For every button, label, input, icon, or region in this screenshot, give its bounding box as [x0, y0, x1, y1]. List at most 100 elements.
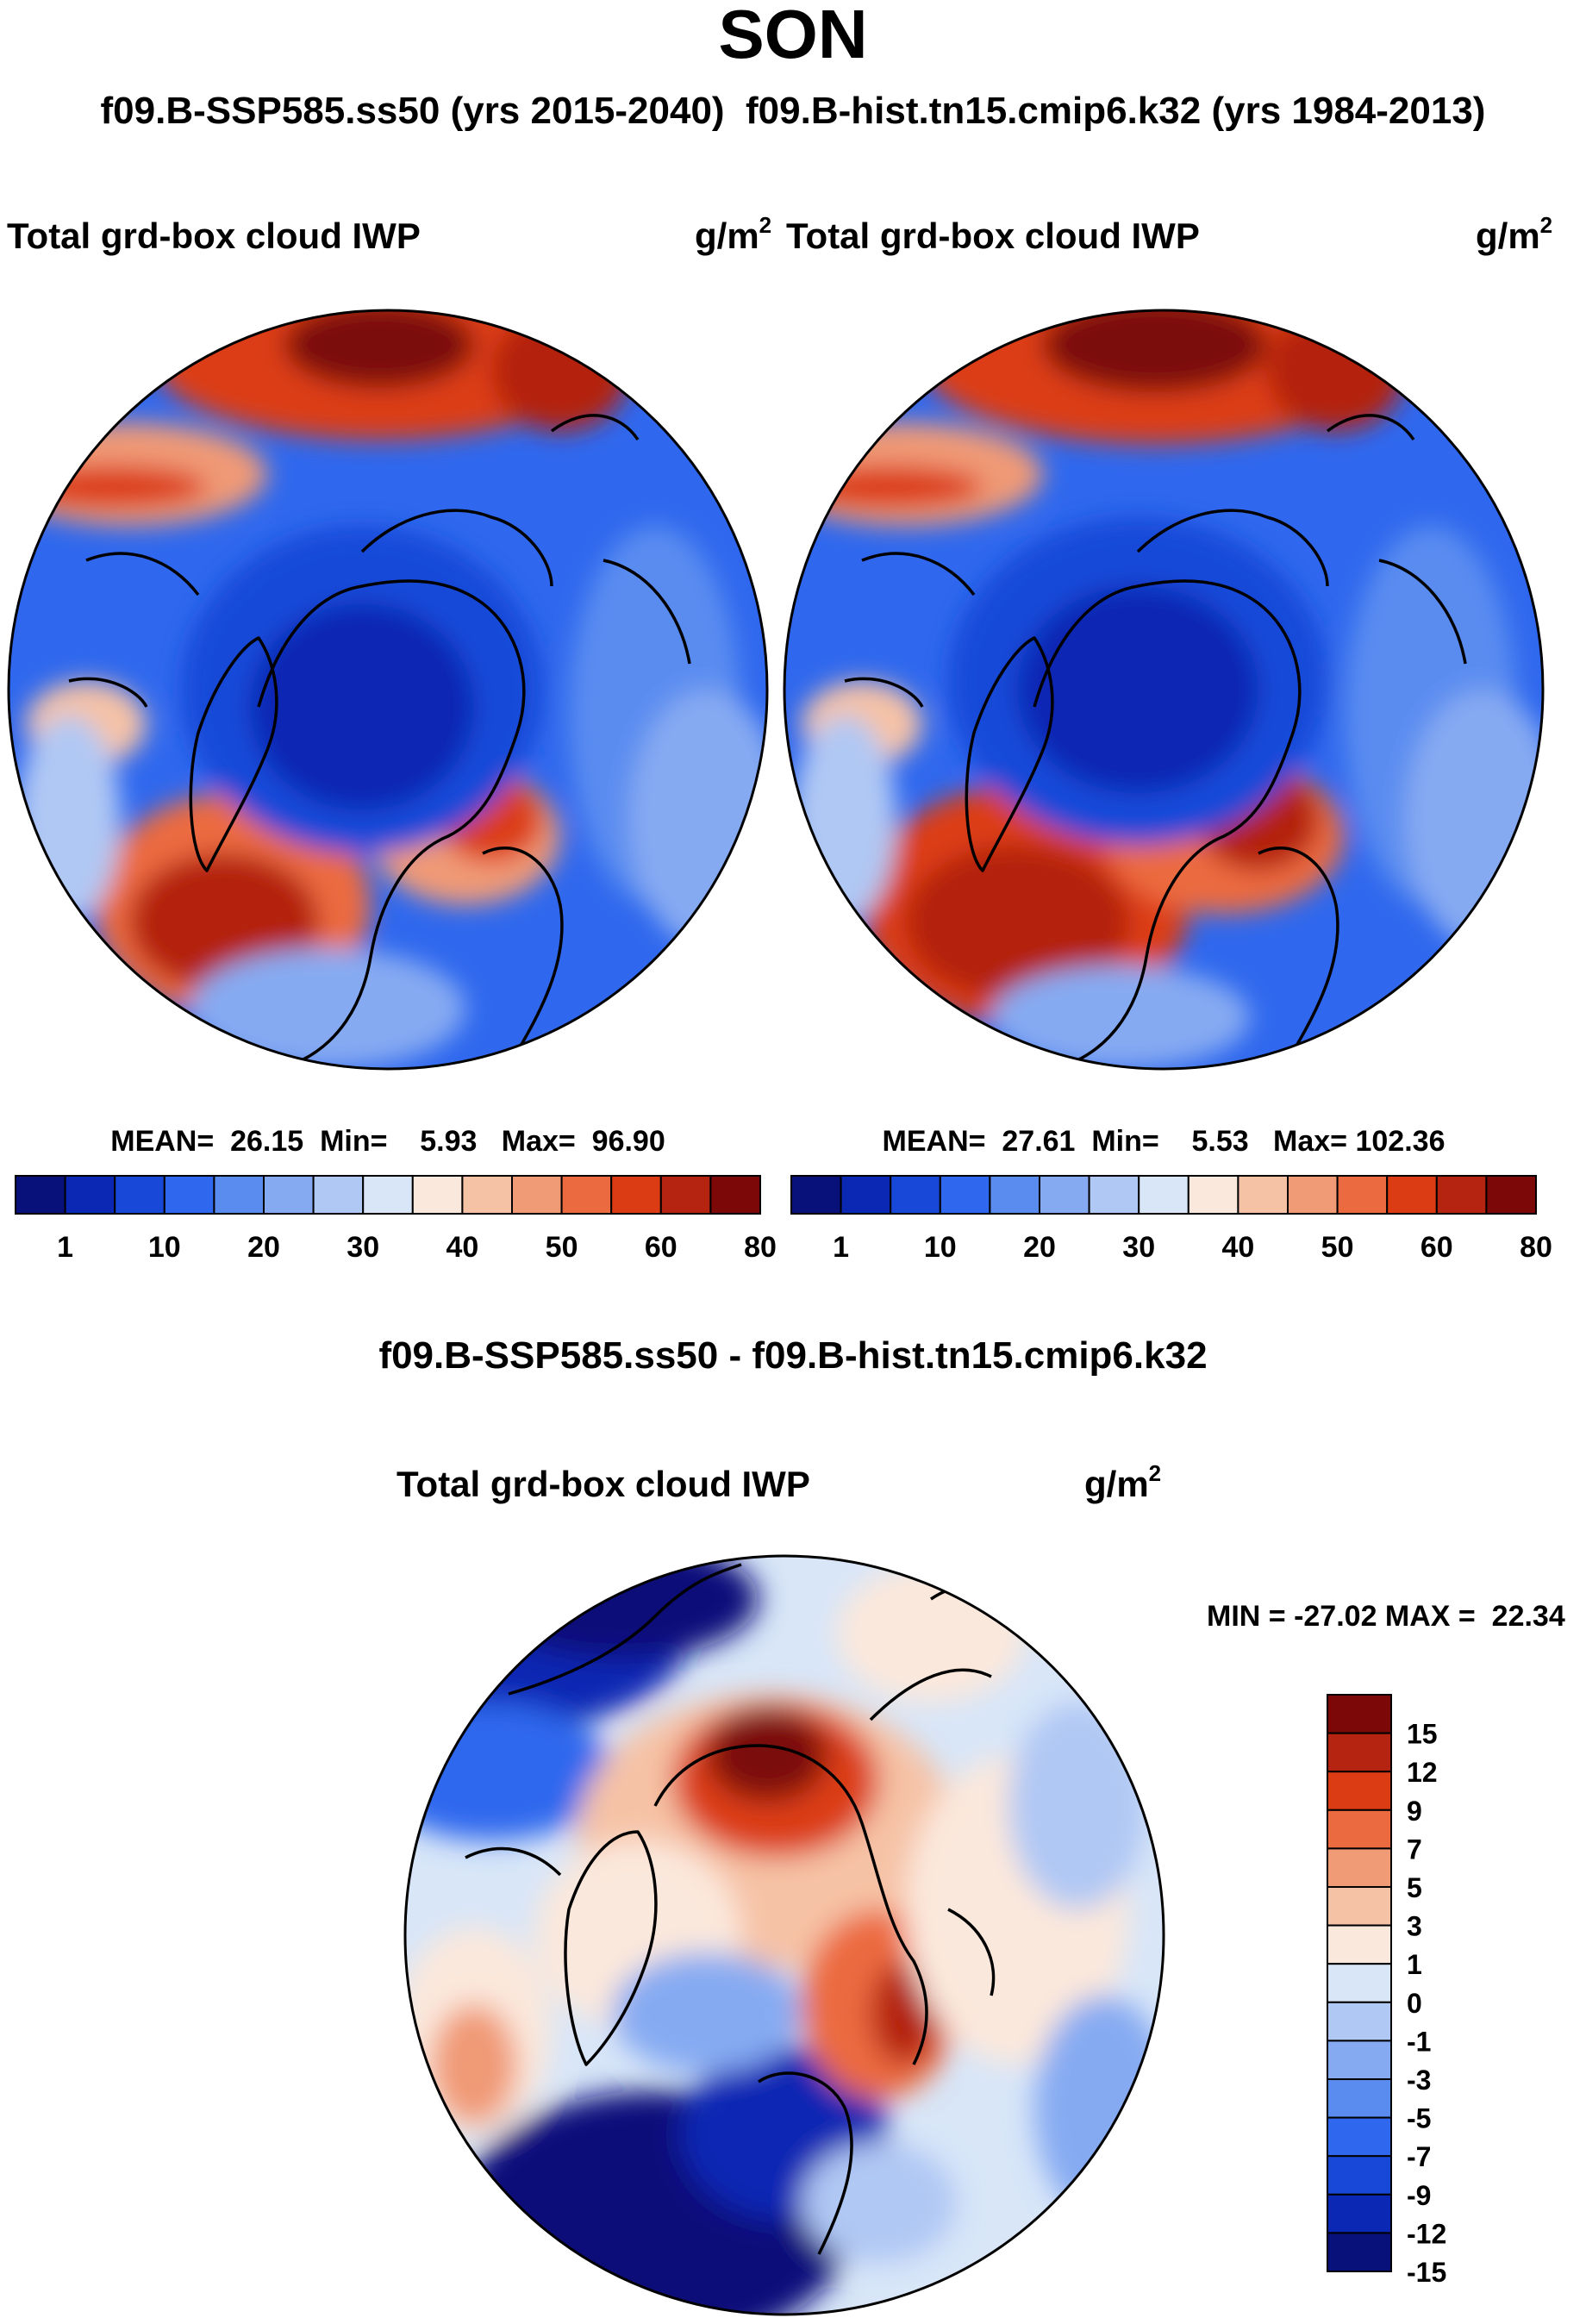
- diff-colorbar-tick-label: -9: [1407, 2180, 1431, 2211]
- right-colorbar-tick-label: 40: [1221, 1231, 1254, 1264]
- right-colorbar-swatches: [790, 1175, 1538, 1215]
- right-colorbar-swatch: [1336, 1175, 1389, 1215]
- left-colorbar-swatch: [461, 1175, 514, 1215]
- right-colorbar-swatch: [890, 1175, 941, 1215]
- diff-stats: MIN = -27.02 MAX = 22.34: [1207, 1600, 1565, 1633]
- left-colorbar-swatch: [163, 1175, 215, 1215]
- diff-colorbar-swatch: [1327, 2116, 1392, 2158]
- right-colorbar-swatch: [790, 1175, 842, 1215]
- diff-colorbar-tick-label: -1: [1407, 2026, 1431, 2057]
- diff-colorbar-swatch: [1327, 2040, 1392, 2080]
- diff-colorbar-swatch: [1327, 1963, 1392, 2003]
- diff-colorbar-swatch: [1327, 2001, 1392, 2042]
- left-colorbar-tick-label: 50: [546, 1231, 578, 1264]
- diff-colorbar-tick-label: 12: [1407, 1757, 1438, 1788]
- right-colorbar-tick-label: 30: [1122, 1231, 1155, 1264]
- right-colorbar-swatch: [840, 1175, 892, 1215]
- right-colorbar-swatch: [1287, 1175, 1339, 1215]
- diff-colorbar-tick-label: 7: [1407, 1834, 1422, 1865]
- right-stats: MEAN= 27.61 Min= 5.53 Max= 102.36: [882, 1125, 1446, 1158]
- diff-colorbar-tick-label: 9: [1407, 1796, 1422, 1827]
- left-colorbar-swatch: [411, 1175, 464, 1215]
- diff-colorbar-swatches: [1327, 1694, 1392, 2273]
- left-colorbar-tick-label: 1: [57, 1231, 73, 1264]
- right-variable-label: Total grd-box cloud IWP: [786, 216, 1200, 256]
- left-colorbar-swatch: [64, 1175, 116, 1215]
- right-units-label: g/m2: [1476, 212, 1553, 256]
- left-colorbar-tick-label: 60: [645, 1231, 677, 1264]
- right-colorbar-swatch: [1039, 1175, 1090, 1215]
- diff-colorbar-swatch: [1327, 1809, 1392, 1850]
- diff-polar-map: [403, 1554, 1165, 2316]
- diff-colorbar-swatch: [1327, 1694, 1392, 1734]
- left-colorbar-swatch: [312, 1175, 365, 1215]
- left-colorbar-swatch: [560, 1175, 613, 1215]
- diff-colorbar-tick-label: -15: [1407, 2257, 1446, 2288]
- diff-units-label: g/m2: [1084, 1460, 1162, 1504]
- right-colorbar-swatch: [1237, 1175, 1289, 1215]
- left-colorbar-swatch: [709, 1175, 762, 1215]
- diff-title: f09.B-SSP585.ss50 - f09.B-hist.tn15.cmip…: [378, 1334, 1208, 1377]
- diff-colorbar-swatch: [1327, 1886, 1392, 1927]
- diff-colorbar-tick-label: -3: [1407, 2065, 1431, 2096]
- right-colorbar-tick-label: 1: [833, 1231, 849, 1264]
- diff-colorbar-swatch: [1327, 1771, 1392, 1811]
- left-polar-map: [7, 309, 769, 1071]
- right-colorbar: 1 10 20 30 40 50 60 80: [790, 1175, 1552, 1264]
- left-colorbar-ticks: 1 10 20 30 40 50 60 80: [57, 1231, 776, 1264]
- left-colorbar-swatches: [15, 1175, 762, 1215]
- diff-colorbar: 15 12 9 7 5 3 1 0 -1 -3 -5 -7 -9 -12 -15: [1327, 1694, 1446, 2288]
- left-colorbar-swatch: [263, 1175, 315, 1215]
- right-colorbar-swatch: [989, 1175, 1040, 1215]
- diff-colorbar-swatch: [1327, 2155, 1392, 2196]
- right-colorbar-swatch: [1187, 1175, 1239, 1215]
- diff-colorbar-swatch: [1327, 2232, 1392, 2273]
- right-colorbar-tick-label: 20: [1023, 1231, 1056, 1264]
- diff-colorbar-tick-label: 0: [1407, 1988, 1422, 2019]
- right-colorbar-swatch: [1088, 1175, 1140, 1215]
- right-colorbar-tick-label: 10: [924, 1231, 957, 1264]
- left-stats: MEAN= 26.15 Min= 5.93 Max= 96.90: [110, 1125, 665, 1158]
- left-colorbar-tick-label: 20: [247, 1231, 280, 1264]
- diff-colorbar-tick-label: 1: [1407, 1949, 1422, 1980]
- diff-colorbar-tick-label: -5: [1407, 2103, 1431, 2134]
- figure-title: SON: [718, 0, 868, 72]
- left-colorbar-tick-label: 40: [446, 1231, 478, 1264]
- right-colorbar-swatch: [1386, 1175, 1438, 1215]
- left-colorbar-swatch: [610, 1175, 662, 1215]
- diff-colorbar-swatch: [1327, 2078, 1392, 2119]
- left-variable-label: Total grd-box cloud IWP: [7, 216, 421, 256]
- left-colorbar-tick-label: 80: [744, 1231, 776, 1264]
- right-colorbar-tick-label: 50: [1321, 1231, 1354, 1264]
- figure-subtitle: f09.B-SSP585.ss50 (yrs 2015-2040) f09.B-…: [100, 90, 1486, 132]
- right-colorbar-swatch: [1485, 1175, 1538, 1215]
- diff-colorbar-swatch: [1327, 1732, 1392, 1773]
- left-colorbar-swatch: [362, 1175, 414, 1215]
- right-colorbar-swatch: [1138, 1175, 1190, 1215]
- diff-colorbar-tick-label: 5: [1407, 1872, 1422, 1903]
- left-colorbar-swatch: [15, 1175, 66, 1215]
- diff-colorbar-tick-label: -7: [1407, 2141, 1431, 2172]
- diff-colorbar-swatch: [1327, 1847, 1392, 1888]
- right-colorbar-swatch: [1435, 1175, 1488, 1215]
- left-colorbar-swatch: [511, 1175, 563, 1215]
- diff-colorbar-tick-label: 15: [1407, 1719, 1438, 1750]
- right-colorbar-tick-label: 60: [1421, 1231, 1453, 1264]
- diff-colorbar-swatch: [1327, 1924, 1392, 1965]
- right-colorbar-tick-label: 80: [1520, 1231, 1552, 1264]
- right-polar-map: [783, 309, 1545, 1071]
- left-colorbar-tick-label: 10: [148, 1231, 181, 1264]
- left-units-label: g/m2: [695, 212, 772, 256]
- left-colorbar-swatch: [114, 1175, 165, 1215]
- diff-colorbar-tick-label: 3: [1407, 1911, 1422, 1942]
- right-colorbar-swatch: [939, 1175, 991, 1215]
- left-colorbar: 1 10 20 30 40 50 60 80: [15, 1175, 776, 1264]
- diff-colorbar-tick-label: -12: [1407, 2218, 1446, 2249]
- diff-colorbar-ticks: 15 12 9 7 5 3 1 0 -1 -3 -5 -7 -9 -12 -15: [1407, 1719, 1446, 2288]
- diff-colorbar-swatch: [1327, 2193, 1392, 2234]
- right-colorbar-ticks: 1 10 20 30 40 50 60 80: [833, 1231, 1552, 1264]
- diff-variable-label: Total grd-box cloud IWP: [396, 1464, 810, 1504]
- left-colorbar-swatch: [659, 1175, 712, 1215]
- left-colorbar-swatch: [213, 1175, 265, 1215]
- left-colorbar-tick-label: 30: [347, 1231, 379, 1264]
